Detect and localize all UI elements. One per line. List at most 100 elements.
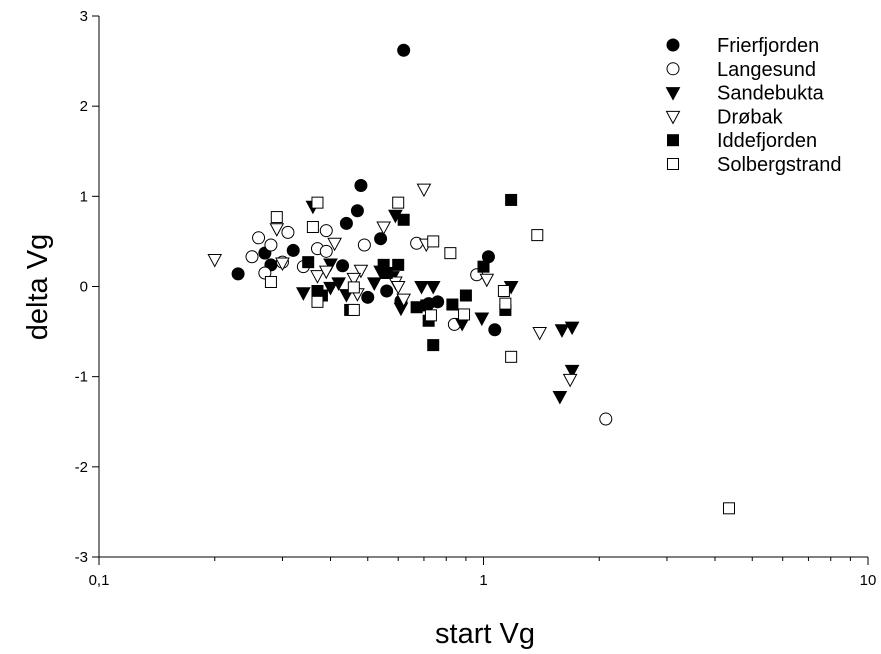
data-point <box>353 264 369 279</box>
data-point <box>207 253 223 268</box>
data-point <box>275 257 290 272</box>
data-point <box>319 224 333 238</box>
data-point <box>323 258 338 273</box>
x-tick-label: 1 <box>479 572 487 589</box>
data-point <box>327 237 342 252</box>
data-point <box>444 247 457 260</box>
y-tick-label: 1 <box>80 188 88 205</box>
data-point <box>270 211 283 224</box>
series-5 <box>264 196 735 515</box>
legend-marker <box>667 158 679 170</box>
y-tick-label: -2 <box>75 459 88 476</box>
data-point <box>269 223 285 237</box>
data-point <box>531 229 544 242</box>
data-point <box>397 43 411 57</box>
data-point <box>264 238 278 252</box>
plot-area: -3 -2 -1 0 1 2 3 0,1 1 10 <box>75 8 877 589</box>
data-point <box>392 196 405 209</box>
data-point <box>459 289 472 302</box>
data-point <box>339 216 353 230</box>
data-point <box>311 295 324 308</box>
x-tick-label: 0,1 <box>89 572 110 589</box>
data-point <box>722 502 735 515</box>
legend: FrierfjordenLangesundSandebuktaDrøbakIdd… <box>665 35 842 176</box>
data-point <box>497 285 510 298</box>
data-point <box>505 350 518 363</box>
data-point <box>323 281 338 296</box>
data-point <box>252 231 266 245</box>
data-point <box>310 270 325 284</box>
data-point <box>458 308 471 321</box>
x-tick-label: 10 <box>860 572 877 589</box>
data-point <box>392 258 405 271</box>
y-tick-label: 3 <box>80 8 88 25</box>
data-point <box>499 297 512 310</box>
data-point <box>366 277 382 291</box>
data-point <box>414 281 429 295</box>
data-point <box>425 281 441 295</box>
data-point <box>488 323 502 337</box>
data-point <box>477 260 490 273</box>
data-point <box>318 265 334 280</box>
data-point <box>427 339 440 352</box>
legend-label: Frierfjorden <box>717 35 819 57</box>
y-axis-ticks: -3 -2 -1 0 1 2 3 <box>75 8 99 566</box>
data-point <box>390 281 406 295</box>
legend-marker <box>667 134 679 147</box>
legend-marker <box>666 62 680 76</box>
legend-label: Solbergstrand <box>717 154 842 176</box>
data-point <box>396 293 412 308</box>
data-point <box>564 364 580 379</box>
data-point <box>424 309 437 322</box>
data-point <box>380 266 393 279</box>
data-point <box>296 287 311 301</box>
data-point <box>354 179 368 193</box>
legend-marker <box>666 38 680 52</box>
legend-label: Drøbak <box>717 106 784 128</box>
data-point <box>376 221 392 236</box>
y-tick-label: -3 <box>75 549 88 566</box>
data-point <box>416 183 432 198</box>
data-point <box>564 321 580 336</box>
data-point <box>420 299 433 312</box>
data-point <box>562 373 578 388</box>
data-point <box>505 193 518 206</box>
data-point <box>554 324 570 338</box>
data-point <box>336 259 350 273</box>
y-tick-label: 2 <box>80 98 88 115</box>
data-point <box>431 295 445 309</box>
data-point <box>427 235 440 248</box>
data-point <box>302 256 315 269</box>
data-point <box>552 391 568 405</box>
y-axis-title: delta Vg <box>22 234 54 340</box>
data-point <box>258 266 272 280</box>
data-point <box>599 412 613 426</box>
data-point <box>286 243 300 257</box>
series-4 <box>302 193 518 352</box>
data-point <box>479 273 495 288</box>
legend-label: Sandebukta <box>717 83 825 105</box>
data-point <box>446 298 459 311</box>
data-point <box>474 312 490 327</box>
legend-marker <box>665 87 681 101</box>
data-point <box>350 204 364 218</box>
legend-label: Iddefjorden <box>717 130 817 152</box>
y-tick-label: 0 <box>80 279 88 296</box>
legend-label: Langesund <box>717 59 816 81</box>
data-point <box>374 232 388 246</box>
data-point <box>380 284 394 298</box>
data-point <box>532 326 548 341</box>
data-point <box>347 303 360 316</box>
data-point <box>319 244 333 258</box>
legend-marker <box>665 110 681 125</box>
data-point <box>361 290 375 304</box>
data-point <box>245 250 259 264</box>
data-point <box>357 238 371 252</box>
data-point <box>281 225 295 239</box>
x-axis-ticks: 0,1 1 10 <box>89 557 877 589</box>
data-point <box>306 220 319 233</box>
data-point <box>397 213 410 226</box>
data-point <box>346 272 362 287</box>
x-axis-title: start Vg <box>435 618 535 650</box>
